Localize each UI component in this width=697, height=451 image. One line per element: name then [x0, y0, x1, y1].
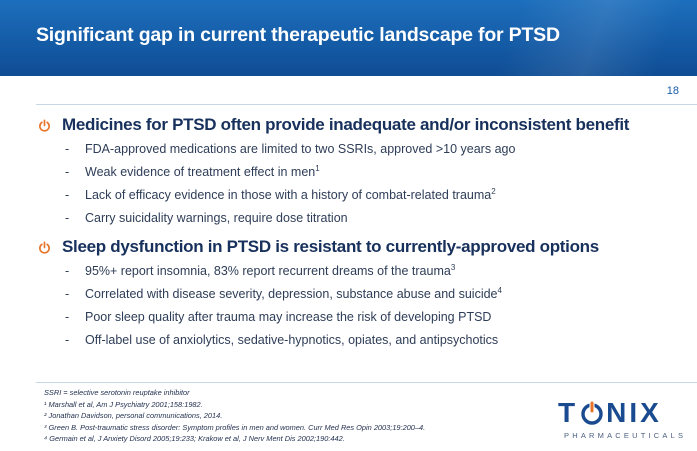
list-item-text: Correlated with disease severity, depres… [85, 287, 498, 301]
list-item: - 95%+ report insomnia, 83% report recurr… [65, 260, 678, 283]
top-divider [36, 104, 697, 105]
slide-title: Significant gap in current therapeutic l… [36, 24, 560, 46]
power-ring-icon [581, 401, 603, 425]
power-icon [39, 119, 50, 132]
list-item-text: Lack of efficacy evidence in those with … [85, 188, 492, 202]
list-item-text: Off-label use of anxiolytics, sedative-h… [85, 333, 499, 347]
bullet-heading-medicines: Medicines for PTSD often provide inadequ… [38, 112, 678, 138]
dash-marker: - [65, 333, 70, 347]
slide-header: Significant gap in current therapeutic l… [0, 0, 697, 76]
list-item-text: FDA-approved medications are limited to … [85, 142, 516, 156]
dash-marker: - [65, 188, 70, 202]
logo-subtitle: PHARMACEUTICALS [564, 431, 687, 440]
footnotes: SSRI = selective serotonin reuptake inhi… [44, 387, 514, 445]
slide-body: Medicines for PTSD often provide inadequ… [38, 112, 678, 352]
dash-marker: - [65, 165, 70, 179]
footnote-2: ² Jonathan Davidson, personal communicat… [44, 411, 223, 421]
logo-letter-t: T [558, 397, 579, 428]
list-item: - Lack of efficacy evidence in those with… [65, 184, 678, 207]
dash-marker: - [65, 264, 70, 278]
dash-marker: - [65, 310, 70, 324]
footnote-4: ⁴ Germain et al, J Anxiety Disord 2005;1… [44, 434, 345, 444]
list-item: - FDA-approved medications are limited to… [65, 138, 678, 161]
footnote-1: ¹ Marshall et al, Am J Psychiatry 2001;1… [44, 399, 203, 409]
dash-marker: - [65, 211, 70, 225]
header-shine [437, 0, 697, 76]
list-item: - Off-label use of anxiolytics, sedative-… [65, 329, 678, 352]
dash-marker: - [65, 287, 70, 301]
bullet-heading-label: Sleep dysfunction in PTSD is resistant t… [62, 237, 599, 256]
list-item: - Carry suicidality warnings, require dos… [65, 207, 678, 230]
footnote-ref: 4 [497, 286, 502, 295]
bullet-heading-sleep: Sleep dysfunction in PTSD is resistant t… [38, 234, 678, 260]
list-item: - Correlated with disease severity, depre… [65, 283, 678, 306]
footnote-3: ³ Green B. Post-traumatic stress disorde… [44, 422, 426, 432]
footnote-ref: 2 [491, 187, 496, 196]
list-item-text: Weak evidence of treatment effect in men [85, 165, 316, 179]
power-icon [39, 241, 50, 254]
bullet-heading-label: Medicines for PTSD often provide inadequ… [62, 115, 630, 134]
footnote-ref: 3 [450, 263, 456, 272]
logo-wordmark: T NIX [558, 398, 680, 428]
list-item: - Weak evidence of treatment effect in me… [65, 161, 678, 184]
page-number: 18 [666, 85, 679, 97]
footnote-ref: 1 [315, 164, 320, 173]
sub-list-medicines: - FDA-approved medications are limited to… [65, 138, 678, 230]
list-item: - Poor sleep quality after trauma may inc… [65, 306, 678, 329]
logo-letters-nix: NIX [606, 397, 662, 428]
dash-marker: - [65, 142, 70, 156]
footnote-abbrev: SSRI = selective serotonin reuptake inhi… [44, 388, 190, 397]
bottom-divider [36, 382, 697, 383]
list-item-text: Carry suicidality warnings, require dose… [85, 211, 348, 225]
list-item-text: Poor sleep quality after trauma may incr… [85, 310, 492, 324]
list-item-text: 95%+ report insomnia, 83% report recurre… [85, 264, 451, 278]
sub-list-sleep: - 95%+ report insomnia, 83% report recurr… [65, 260, 678, 352]
company-logo: T NIX PHARMACEUTICALS [558, 398, 687, 444]
